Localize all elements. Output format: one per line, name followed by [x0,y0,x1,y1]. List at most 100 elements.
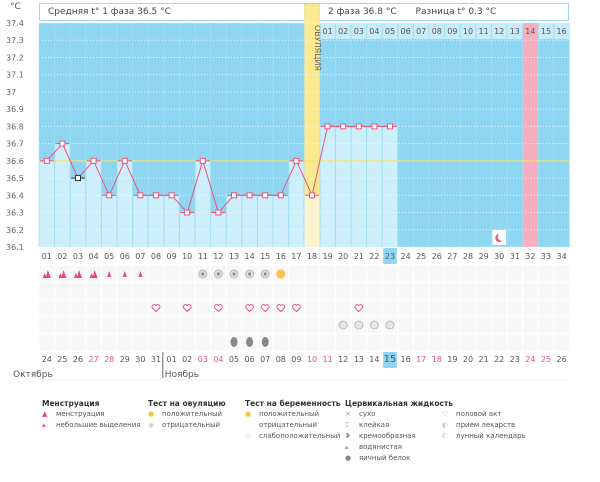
phase2-day-label: 07 [416,27,426,36]
marker-cell [382,300,398,316]
egg-white-drop-icon [246,337,254,347]
phase2-day-label: 01 [323,27,333,36]
intercourse-heart-icon [214,304,223,313]
highlighted-day-column [522,23,539,247]
date-label: 15 [384,354,397,365]
temperature-bar [117,160,133,247]
legend-item-label: половой акт [456,410,502,418]
temperature-point [153,192,159,199]
marker-cell [367,266,382,282]
temperature-bar [133,195,148,247]
date-label: 19 [447,355,457,364]
egg-white-drop-icon [230,337,238,347]
menstruation-icon [74,270,82,278]
marker-cell [413,300,429,316]
legend-group-ovulation-test: Тест на овуляцию ● положительный ◉ отрицател… [148,398,226,431]
marker-cell [382,266,398,282]
marker-cell [460,334,476,350]
date-label: 25 [541,355,551,364]
y-tick-label: 36.2 [6,226,24,235]
phase2-day-label: 06 [401,27,411,36]
temperature-point [293,157,300,164]
legend-icon: ▴ [42,421,46,429]
marker-cell [179,283,195,299]
marker-cell [491,283,507,299]
phase2-day-cell [523,23,538,39]
cycle-day-label: 34 [557,252,567,261]
marker-cell [55,283,70,299]
marker-cell [491,334,507,350]
phase2-day-label: 09 [447,27,457,36]
marker-cell [413,266,429,282]
marker-cell [55,334,70,350]
date-label: 18 [432,355,442,364]
light-spotting-icon [107,271,112,277]
phase2-day-label: 13 [510,27,520,36]
cycle-day-label: 22 [369,252,379,261]
date-label: 22 [494,355,504,364]
legend-item-label: слабоположительный [259,432,341,440]
temperature-bar [320,126,335,247]
cycle-day-label: 07 [135,252,145,261]
legend-item-label: отрицательный [259,421,318,429]
ovulation-test-negative-dot [263,272,267,276]
medication-pill-icon [338,320,348,330]
legend-item: ● положительный [148,409,226,420]
cycle-day-label: 14 [245,252,255,261]
temperature-point [215,209,222,216]
legend-item-label: сухо [359,410,376,418]
intercourse-heart-icon [245,304,254,313]
legend-item-label: лунный календарь [456,432,526,440]
date-label: 20 [463,355,473,364]
marker-cell [179,317,195,333]
phase2-day-label: 11 [479,27,489,36]
marker-cell [413,317,429,333]
ovulation-test-negative-dot [232,272,236,276]
marker-cell [507,300,523,316]
temperature-bar [179,212,195,247]
date-label: 04 [213,355,223,364]
cycle-day-label: 25 [416,252,426,261]
marker-cell [273,283,289,299]
date-label: 26 [557,355,567,364]
ovulation-test-positive-icon [275,269,286,279]
marker-cell [304,300,320,316]
marker-cell [491,300,507,316]
marker-cell [538,283,554,299]
intercourse-heart-icon [354,304,364,313]
legend-icon: ❥ [345,432,351,440]
temperature-point [262,192,269,199]
marker-cell [133,317,148,333]
cycle-day-label: 12 [213,252,223,261]
marker-cell [195,283,211,299]
cycle-day-label: 01 [42,252,52,261]
date-label: 08 [276,355,286,364]
date-label: 26 [73,355,83,364]
marker-cell [491,266,507,282]
legend-icon: × [345,410,351,418]
ovulation-bar [304,195,320,247]
marker-cell [242,317,257,333]
phase2-day-cell [351,23,367,39]
temperature-point [387,123,393,130]
phase2-day-cell [476,23,491,39]
excluded-temperature-point [75,175,81,182]
marker-cell [101,300,117,316]
marker-cell [101,283,117,299]
cycle-day-label: 16 [276,252,286,261]
phase2-day-cell [398,23,413,39]
marker-cell [273,317,289,333]
date-label: 10 [307,355,317,364]
y-tick-label: 36.1 [6,243,24,252]
marker-cell [507,334,523,350]
marker-cell [70,300,86,316]
ovulation-label: ОВУЛЯЦИЯ [313,25,322,71]
marker-cell [133,283,148,299]
marker-cell [117,317,133,333]
date-label: 16 [401,355,411,364]
date-label: 14 [369,355,379,364]
phase2-day-label: 10 [463,27,473,36]
phase2-day-cell [382,23,398,39]
marker-cell [242,283,257,299]
y-tick-label: 37.1 [6,71,24,80]
